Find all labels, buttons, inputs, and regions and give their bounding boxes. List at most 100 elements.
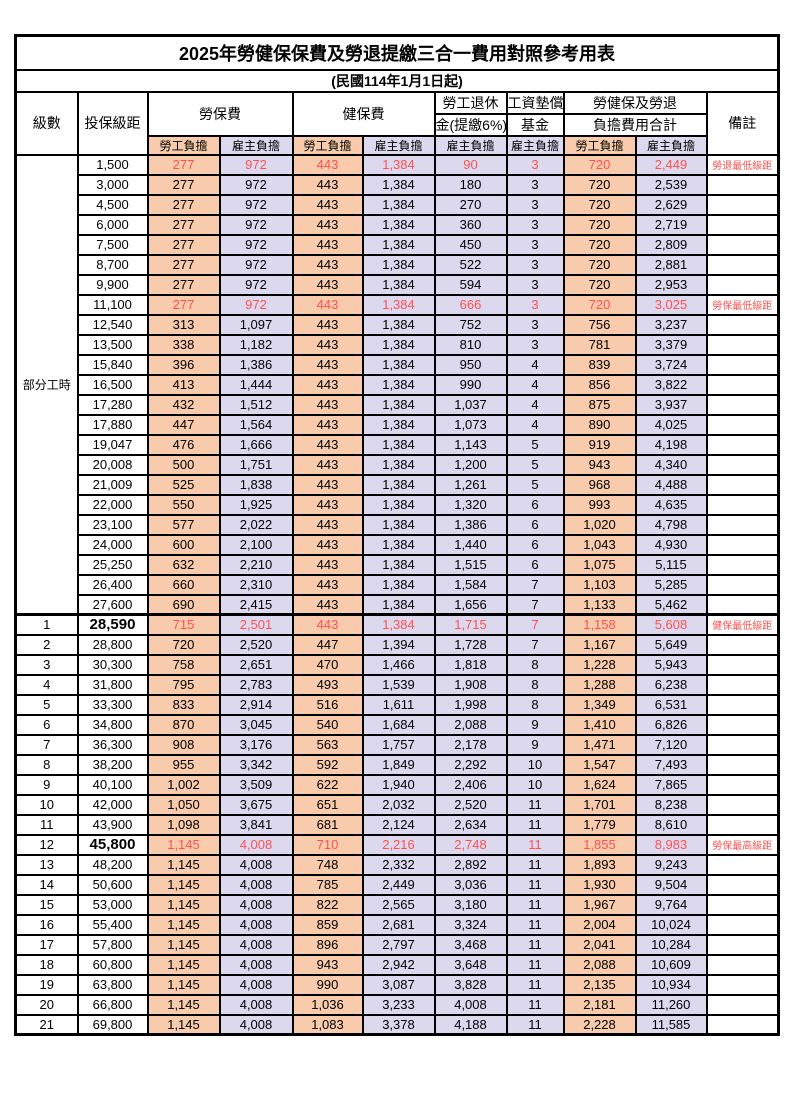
cell-labor-insurance-employer: 4,008 [218, 893, 294, 916]
cell-total-employer: 2,629 [634, 193, 708, 216]
table-row: 20 66,800 1,145 4,008 1,036 3,233 4,008 11 2,181… [14, 993, 780, 1016]
cell-remark: 健保最低級距 [705, 613, 780, 636]
cell-labor-insurance-employee: 277 [146, 193, 221, 216]
cell-total-employer: 2,809 [634, 233, 708, 256]
cell-level: 19 [14, 973, 79, 996]
cell-insured-bracket: 20,008 [76, 453, 149, 476]
table-row: 24,000 600 2,100 443 1,384 1,440 6 1,043 4,930 [16, 533, 780, 556]
cell-wage-fund-employer: 3 [505, 313, 565, 336]
cell-total-employer: 10,284 [634, 933, 708, 956]
cell-insured-bracket: 63,800 [76, 973, 149, 996]
cell-health-insurance-employee: 443 [291, 153, 364, 176]
cell-pension-employer: 2,088 [433, 713, 508, 736]
cell-total-employee: 720 [562, 173, 637, 196]
cell-total-employee: 720 [562, 273, 637, 296]
table-row: 17,880 447 1,564 443 1,384 1,073 4 890 4,025 [16, 413, 780, 436]
cell-health-insurance-employee: 443 [291, 573, 364, 596]
cell-insured-bracket: 28,800 [76, 633, 149, 656]
header-row-groups: 級數 投保級距 勞保費 健保費 勞工退休 工資墊償 勞健保及勞退 備註 [14, 90, 780, 156]
cell-health-insurance-employee: 896 [291, 933, 364, 956]
table-row: 3 30,300 758 2,651 470 1,466 1,818 8 1,228 5,943 [14, 653, 780, 676]
cell-health-insurance-employee: 443 [291, 393, 364, 416]
cell-health-insurance-employer: 2,565 [361, 893, 436, 916]
cell-remark [705, 593, 780, 616]
cell-remark [705, 813, 780, 836]
table-row: 16 55,400 1,145 4,008 859 2,681 3,324 11 2,004 10… [14, 913, 780, 936]
cell-pension-employer: 752 [433, 313, 508, 336]
cell-pension-employer: 2,748 [433, 833, 508, 856]
cell-labor-insurance-employee: 277 [146, 293, 221, 316]
subheader-total-employee: 勞工負擔 [562, 134, 637, 156]
cell-remark [705, 793, 780, 816]
cell-total-employee: 919 [562, 433, 637, 456]
cell-labor-insurance-employer: 3,509 [218, 773, 294, 796]
cell-insured-bracket: 23,100 [76, 513, 149, 536]
cell-health-insurance-employer: 1,384 [361, 573, 436, 596]
col-header-level: 級數 [14, 90, 79, 156]
table-row: 4 31,800 795 2,783 493 1,539 1,908 8 1,288 6,238 [14, 673, 780, 696]
cell-insured-bracket: 8,700 [76, 253, 149, 276]
cell-wage-fund-employer: 9 [505, 713, 565, 736]
cell-pension-employer: 2,520 [433, 793, 508, 816]
cell-insured-bracket: 12,540 [76, 313, 149, 336]
cell-health-insurance-employee: 943 [291, 953, 364, 976]
cell-health-insurance-employee: 443 [291, 213, 364, 236]
cell-total-employee: 720 [562, 253, 637, 276]
cell-remark [705, 713, 780, 736]
cell-insured-bracket: 60,800 [76, 953, 149, 976]
cell-insured-bracket: 28,590 [76, 613, 149, 636]
cell-wage-fund-employer: 4 [505, 393, 565, 416]
cell-wage-fund-employer: 5 [505, 433, 565, 456]
cell-wage-fund-employer: 11 [505, 933, 565, 956]
cell-labor-insurance-employer: 2,415 [218, 593, 294, 616]
cell-pension-employer: 90 [433, 153, 508, 176]
cell-total-employer: 3,237 [634, 313, 708, 336]
cell-health-insurance-employee: 443 [291, 593, 364, 616]
cell-insured-bracket: 42,000 [76, 793, 149, 816]
cell-remark [705, 653, 780, 676]
table-row: 27,600 690 2,415 443 1,384 1,656 7 1,133 5,462 [16, 593, 780, 616]
header-row-burden: 勞工負擔 雇主負擔 勞工負擔 雇主負擔 雇主負擔 雇主負擔 勞工負擔 雇主負擔 [16, 134, 779, 156]
cell-insured-bracket: 66,800 [76, 993, 149, 1016]
cell-wage-fund-employer: 7 [505, 593, 565, 616]
cell-total-employee: 2,181 [562, 993, 637, 1016]
cell-wage-fund-employer: 11 [505, 893, 565, 916]
cell-pension-employer: 180 [433, 173, 508, 196]
cell-pension-employer: 450 [433, 233, 508, 256]
cell-labor-insurance-employer: 4,008 [218, 1013, 294, 1036]
cell-remark [705, 373, 780, 396]
cell-health-insurance-employee: 443 [291, 613, 364, 636]
cell-labor-insurance-employee: 277 [146, 253, 221, 276]
cell-wage-fund-employer: 7 [505, 573, 565, 596]
table-row: 2 28,800 720 2,520 447 1,394 1,728 7 1,167 5,649 [14, 633, 780, 656]
cell-labor-insurance-employer: 2,310 [218, 573, 294, 596]
cell-insured-bracket: 40,100 [76, 773, 149, 796]
cell-health-insurance-employee: 710 [291, 833, 364, 856]
table-body: 部分工時 1,500 277 972 443 1,384 90 3 720 2,449 勞退最低級距… [14, 153, 780, 1036]
cell-wage-fund-employer: 6 [505, 513, 565, 536]
table-row: 4,500 277 972 443 1,384 270 3 720 2,629 [16, 193, 780, 216]
cell-labor-insurance-employee: 908 [146, 733, 221, 756]
cell-wage-fund-employer: 11 [505, 833, 565, 856]
subheader-labor-employee: 勞工負擔 [146, 134, 221, 156]
cell-remark [705, 493, 780, 516]
cell-labor-insurance-employer: 4,008 [218, 913, 294, 936]
cell-wage-fund-employer: 6 [505, 533, 565, 556]
cell-remark [705, 513, 780, 536]
cell-health-insurance-employer: 1,940 [361, 773, 436, 796]
subheader-health-employer: 雇主負擔 [361, 134, 436, 156]
cell-health-insurance-employer: 2,449 [361, 873, 436, 896]
page-title: 2025年勞健保保費及勞退提繳三合一費用對照參考用表 [14, 34, 780, 71]
cell-labor-insurance-employer: 972 [218, 253, 294, 276]
table-row: 15 53,000 1,145 4,008 822 2,565 3,180 11 1,967 9,… [14, 893, 780, 916]
subtitle-row: (民國114年1月1日起) [14, 68, 780, 93]
cell-wage-fund-employer: 11 [505, 813, 565, 836]
cell-labor-insurance-employee: 432 [146, 393, 221, 416]
cell-pension-employer: 270 [433, 193, 508, 216]
cell-labor-insurance-employee: 313 [146, 313, 221, 336]
cell-pension-employer: 950 [433, 353, 508, 376]
cell-labor-insurance-employer: 1,925 [218, 493, 294, 516]
cell-total-employer: 3,724 [634, 353, 708, 376]
cell-total-employer: 2,953 [634, 273, 708, 296]
